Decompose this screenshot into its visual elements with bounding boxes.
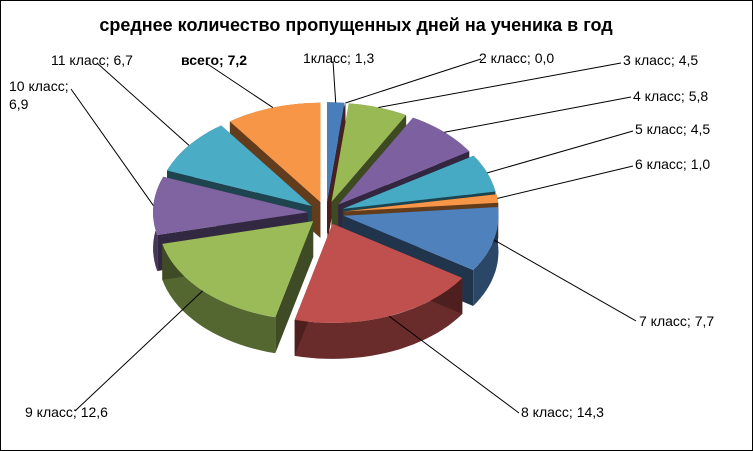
- data-label: 6 класс; 1,0: [635, 156, 710, 172]
- slice-side-9: [162, 243, 276, 354]
- slice-tops: [153, 102, 499, 323]
- data-label: 4 класс; 5,8: [633, 88, 708, 104]
- data-label: 5 класс; 4,5: [635, 121, 710, 137]
- slice-7: [343, 207, 499, 270]
- leader-line: [497, 165, 634, 199]
- slice-12: [229, 102, 321, 203]
- data-label: 3 класс; 4,5: [623, 52, 698, 68]
- slice-8: [294, 223, 463, 323]
- slice-9: [162, 221, 314, 318]
- leader-line: [345, 58, 482, 104]
- slice-1: [327, 102, 345, 202]
- leader-line: [74, 290, 204, 412]
- leader-line: [205, 62, 274, 109]
- leader-line: [96, 62, 190, 146]
- chart-title: среднее количество пропущенных дней на у…: [99, 15, 613, 35]
- leader-line: [332, 60, 337, 103]
- slice-10: [153, 176, 309, 235]
- leader-line: [493, 239, 637, 322]
- slice-6: [343, 194, 499, 212]
- slice-5: [342, 155, 496, 209]
- data-label: 6,9: [9, 96, 29, 112]
- leader-line: [487, 130, 634, 174]
- data-label: 10 класс;: [9, 78, 69, 94]
- data-label: 8 класс; 14,3: [521, 404, 604, 420]
- slice-11: [167, 125, 312, 206]
- slice-3: [331, 103, 407, 203]
- data-label: 7 класс; 7,7: [639, 313, 714, 329]
- data-label: 2 класс; 0,0: [479, 50, 554, 66]
- leader-line: [70, 88, 154, 206]
- data-labels: 1класс; 1,3 2 класс; 0,0 3 класс; 4,5 4 кла…: [9, 50, 714, 420]
- data-label: 9 класс; 12,6: [25, 404, 108, 420]
- leader-line: [444, 96, 632, 133]
- leader-line: [388, 315, 520, 414]
- data-label: 1класс; 1,3: [303, 50, 374, 66]
- slice-side-7: [473, 207, 499, 306]
- data-label: всего; 7,2: [181, 52, 247, 68]
- leader-lines: [70, 58, 637, 414]
- leader-line: [378, 62, 622, 108]
- data-label: 11 класс; 6,7: [51, 52, 133, 68]
- slice-4: [338, 117, 470, 205]
